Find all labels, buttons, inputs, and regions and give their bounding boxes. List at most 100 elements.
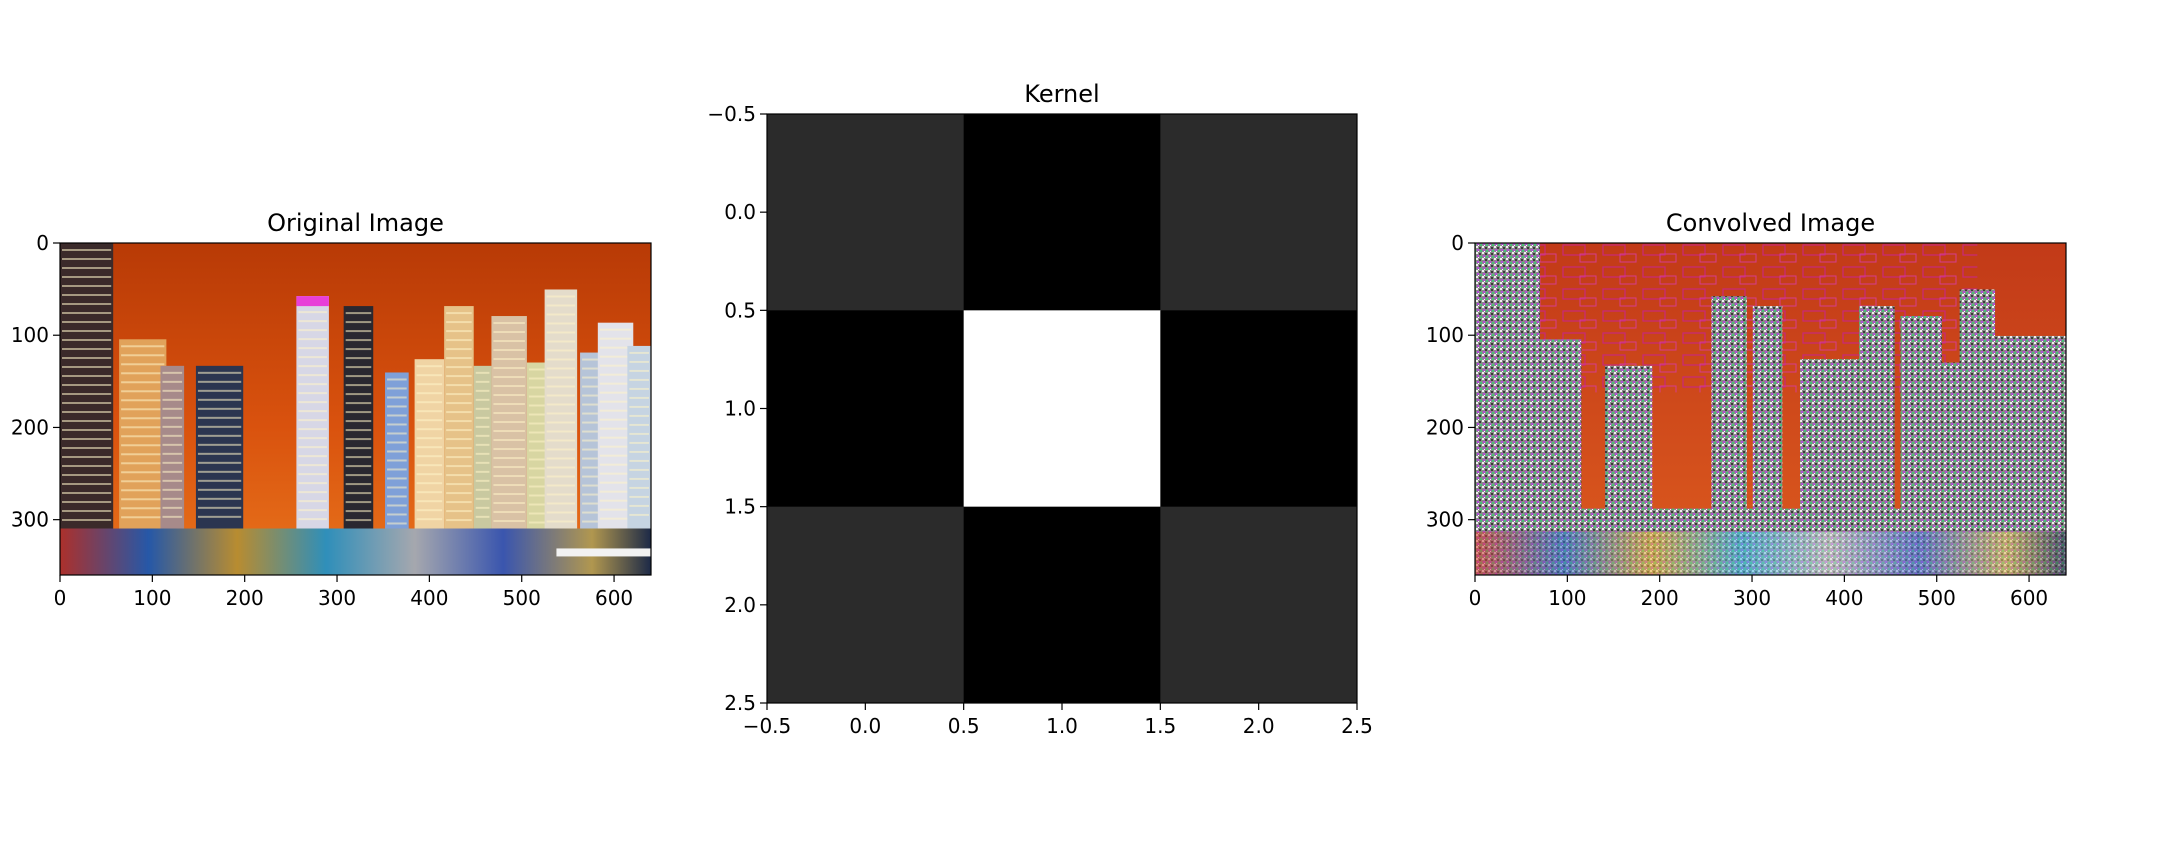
- window-row: [345, 411, 372, 414]
- window-row: [582, 448, 602, 451]
- window-row: [121, 363, 165, 366]
- kernel-cell: [767, 310, 965, 508]
- window-row: [629, 459, 649, 462]
- window-row: [546, 457, 576, 460]
- window-row: [629, 351, 649, 354]
- window-row: [582, 484, 602, 487]
- window-row: [387, 414, 407, 417]
- window-row: [475, 407, 490, 410]
- window-row: [582, 394, 602, 397]
- window-row: [629, 477, 649, 480]
- window-row: [446, 519, 472, 522]
- window-row: [416, 419, 443, 422]
- window-row: [546, 394, 576, 397]
- window-row: [446, 510, 472, 513]
- window-row: [298, 437, 327, 440]
- axes-frame: [1474, 242, 2067, 576]
- window-row: [387, 495, 407, 498]
- building-speckle: [1605, 365, 1653, 532]
- window-row: [629, 360, 649, 363]
- window-row: [629, 495, 649, 498]
- window-row: [62, 294, 112, 296]
- window-row: [387, 387, 407, 390]
- window-row: [298, 446, 327, 449]
- building-speckle: [1475, 243, 1541, 532]
- window-row: [298, 311, 327, 314]
- building: [444, 306, 474, 529]
- window-row: [582, 421, 602, 424]
- window-row: [528, 449, 555, 452]
- x-tick-label: 500: [503, 586, 541, 610]
- window-row: [62, 429, 112, 431]
- window-row: [446, 375, 472, 378]
- y-tick-label: 2.5: [724, 691, 756, 715]
- window-row: [416, 410, 443, 413]
- axes-frame: [59, 242, 652, 576]
- window-row: [387, 378, 407, 381]
- window-row: [197, 497, 242, 500]
- water: [60, 528, 651, 575]
- window-row: [599, 436, 632, 439]
- y-tick-label: 100: [11, 323, 49, 347]
- window-row: [493, 511, 525, 514]
- kernel-cell: [1160, 310, 1358, 508]
- window-row: [446, 465, 472, 468]
- window-row: [546, 349, 576, 352]
- window-row: [387, 477, 407, 480]
- window-row: [599, 400, 632, 403]
- window-row: [62, 519, 112, 521]
- window-row: [493, 466, 525, 469]
- building: [544, 289, 578, 529]
- window-row: [446, 357, 472, 360]
- window-row: [121, 444, 165, 447]
- window-row: [162, 506, 183, 509]
- window-row: [582, 367, 602, 370]
- window-row: [446, 474, 472, 477]
- window-row: [162, 515, 183, 518]
- window-row: [446, 393, 472, 396]
- window-row: [197, 479, 242, 482]
- window-row: [416, 455, 443, 458]
- window-row: [446, 483, 472, 486]
- window-row: [546, 331, 576, 334]
- window-row: [528, 521, 555, 524]
- window-row: [162, 443, 183, 446]
- window-row: [475, 398, 490, 401]
- window-row: [546, 367, 576, 370]
- window-row: [493, 421, 525, 424]
- window-row: [475, 380, 490, 383]
- window-row: [298, 491, 327, 494]
- window-row: [446, 429, 472, 432]
- window-row: [475, 389, 490, 392]
- window-row: [197, 515, 242, 518]
- window-row: [387, 432, 407, 435]
- window-row: [121, 507, 165, 510]
- window-row: [162, 389, 183, 392]
- kernel-cell: [767, 114, 965, 311]
- window-row: [528, 503, 555, 506]
- window-row: [546, 448, 576, 451]
- window-row: [62, 447, 112, 449]
- window-row: [475, 506, 490, 509]
- window-row: [582, 412, 602, 415]
- window-row: [62, 411, 112, 413]
- window-row: [629, 450, 649, 453]
- window-row: [582, 385, 602, 388]
- window-row: [345, 474, 372, 477]
- window-row: [546, 358, 576, 361]
- kernel-cell: [963, 310, 1161, 508]
- window-row: [493, 484, 525, 487]
- window-row: [162, 488, 183, 491]
- window-row: [599, 463, 632, 466]
- building: [296, 296, 329, 529]
- window-row: [197, 407, 242, 410]
- window-row: [493, 412, 525, 415]
- building: [627, 345, 651, 529]
- window-row: [528, 440, 555, 443]
- window-row: [298, 464, 327, 467]
- window-row: [475, 488, 490, 491]
- window-row: [629, 423, 649, 426]
- window-row: [387, 423, 407, 426]
- window-row: [546, 511, 576, 514]
- window-row: [546, 304, 576, 307]
